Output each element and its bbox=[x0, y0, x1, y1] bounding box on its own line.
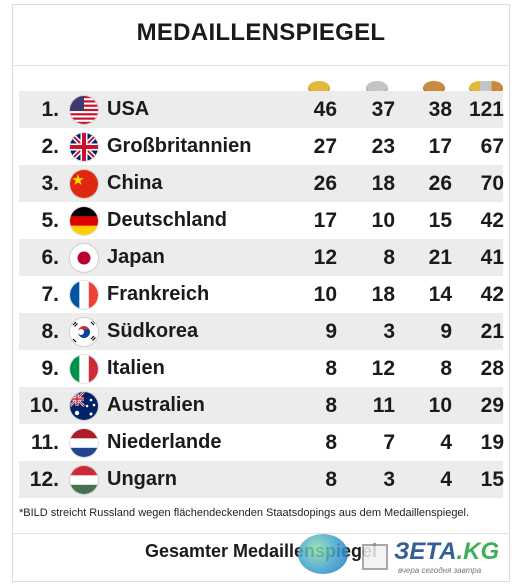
gold-count: 17 bbox=[313, 209, 337, 232]
rank-cell: 10. bbox=[29, 394, 59, 417]
gold-count: 10 bbox=[313, 283, 337, 306]
table-row: 1. USA 46 37 38 121 bbox=[19, 91, 504, 128]
france-flag-icon bbox=[70, 281, 98, 309]
rank-cell: 12. bbox=[29, 468, 59, 491]
rank-cell: 7. bbox=[41, 283, 59, 306]
table-row: 5. Deutschland 17 10 15 42 bbox=[19, 202, 504, 239]
table-row: 10. Australien 8 11 10 29 bbox=[19, 387, 504, 424]
silver-count: 3 bbox=[383, 468, 395, 491]
country-name: Niederlande bbox=[107, 431, 222, 453]
table-row: 11. Niederlande 8 7 4 19 bbox=[19, 424, 504, 461]
gold-count: 8 bbox=[325, 431, 337, 454]
rank-cell: 3. bbox=[41, 172, 59, 195]
country-name: Deutschland bbox=[107, 209, 228, 231]
table-row: 9. Italien 8 12 8 28 bbox=[19, 350, 504, 387]
divider bbox=[13, 533, 509, 534]
medal-table-card: MEDAILLENSPIEGEL 1. USA 46 37 38 121 2. Großbri… bbox=[12, 4, 510, 582]
silver-count: 8 bbox=[383, 246, 395, 269]
silver-count: 37 bbox=[371, 98, 395, 121]
bronze-count: 9 bbox=[440, 320, 452, 343]
gold-count: 12 bbox=[313, 246, 337, 269]
table-row: 2. Großbritannien 27 23 17 67 bbox=[19, 128, 504, 165]
south-korea-flag-icon bbox=[70, 318, 98, 346]
country-name: Japan bbox=[107, 246, 165, 268]
total-count: 28 bbox=[480, 357, 504, 380]
table-row: 6. Japan 12 8 21 41 bbox=[19, 239, 504, 276]
total-count: 42 bbox=[480, 283, 504, 306]
japan-flag-icon bbox=[70, 244, 98, 272]
gold-count: 8 bbox=[325, 357, 337, 380]
globe-icon bbox=[298, 534, 348, 574]
rank-cell: 1. bbox=[41, 98, 59, 121]
divider bbox=[13, 65, 509, 66]
watermark-tagline: вчера сегодня завтра bbox=[398, 566, 482, 575]
table-row: 12. Ungarn 8 3 4 15 bbox=[19, 461, 504, 498]
country-name: Frankreich bbox=[107, 283, 210, 305]
gold-count: 8 bbox=[325, 468, 337, 491]
bronze-count: 15 bbox=[428, 209, 452, 232]
germany-flag-icon bbox=[70, 207, 98, 235]
total-count: 41 bbox=[480, 246, 504, 269]
footnote: *BILD streicht Russland wegen flächendec… bbox=[19, 507, 470, 519]
total-count: 67 bbox=[480, 135, 504, 158]
silver-count: 3 bbox=[383, 320, 395, 343]
rank-cell: 8. bbox=[41, 320, 59, 343]
medal-table: 1. USA 46 37 38 121 2. Großbritannien 27 23 17 67 3.… bbox=[19, 91, 504, 498]
bronze-count: 4 bbox=[440, 431, 452, 454]
table-row: 7. Frankreich 10 18 14 42 bbox=[19, 276, 504, 313]
italy-flag-icon bbox=[70, 355, 98, 383]
bronze-count: 4 bbox=[440, 468, 452, 491]
rank-cell: 5. bbox=[41, 209, 59, 232]
page-title: MEDAILLENSPIEGEL bbox=[136, 19, 386, 46]
china-flag-icon bbox=[70, 170, 98, 198]
bronze-count: 21 bbox=[428, 246, 452, 269]
silver-count: 7 bbox=[383, 431, 395, 454]
bronze-count: 17 bbox=[428, 135, 452, 158]
country-name: Australien bbox=[107, 394, 205, 416]
watermark-brand: ЗЕТА.KG bbox=[394, 538, 500, 565]
watermark-logo: ЗЕТА.KG вчера сегодня завтра bbox=[298, 532, 508, 578]
total-count: 121 bbox=[468, 98, 504, 121]
silver-count: 18 bbox=[371, 283, 395, 306]
gold-count: 9 bbox=[325, 320, 337, 343]
rank-cell: 11. bbox=[30, 431, 59, 454]
australia-flag-icon bbox=[70, 392, 98, 420]
bronze-count: 14 bbox=[428, 283, 452, 306]
silver-count: 11 bbox=[372, 394, 395, 417]
total-count: 19 bbox=[480, 431, 504, 454]
bronze-count: 10 bbox=[428, 394, 452, 417]
country-name: Großbritannien bbox=[107, 135, 252, 157]
silver-count: 18 bbox=[371, 172, 395, 195]
bronze-count: 8 bbox=[440, 357, 452, 380]
gold-count: 27 bbox=[313, 135, 337, 158]
gold-count: 8 bbox=[325, 394, 337, 417]
rank-cell: 2. bbox=[41, 135, 59, 158]
netherlands-flag-icon bbox=[70, 429, 98, 457]
silver-count: 23 bbox=[371, 135, 395, 158]
gold-count: 46 bbox=[313, 98, 337, 121]
country-name: USA bbox=[107, 98, 150, 120]
table-row: 8. Südkorea 9 3 9 21 bbox=[19, 313, 504, 350]
bronze-count: 26 bbox=[428, 172, 452, 195]
silver-count: 12 bbox=[371, 357, 395, 380]
total-count: 15 bbox=[480, 468, 504, 491]
silver-count: 10 bbox=[371, 209, 395, 232]
great-britain-flag-icon bbox=[70, 133, 98, 161]
country-name: China bbox=[107, 172, 163, 194]
country-name: Ungarn bbox=[107, 468, 177, 490]
rank-cell: 9. bbox=[41, 357, 59, 380]
logo-box-icon bbox=[362, 544, 388, 570]
hungary-flag-icon bbox=[70, 466, 98, 494]
total-count: 29 bbox=[480, 394, 504, 417]
gold-count: 26 bbox=[313, 172, 337, 195]
total-count: 42 bbox=[480, 209, 504, 232]
total-count: 70 bbox=[480, 172, 504, 195]
usa-flag-icon bbox=[70, 96, 98, 124]
country-name: Italien bbox=[107, 357, 165, 379]
table-row: 3. China 26 18 26 70 bbox=[19, 165, 504, 202]
rank-cell: 6. bbox=[41, 246, 59, 269]
total-count: 21 bbox=[480, 320, 504, 343]
country-name: Südkorea bbox=[107, 320, 199, 342]
bronze-count: 38 bbox=[428, 98, 452, 121]
